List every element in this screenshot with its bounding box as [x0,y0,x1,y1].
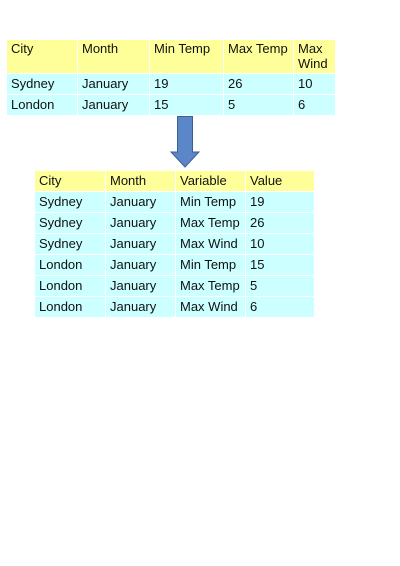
header-max-temp: Max Temp [224,40,293,73]
table-cell: January [106,192,175,212]
table-row: London January Max Wind 6 [35,297,314,317]
table-cell: Max Temp [176,276,245,296]
table-cell: London [7,95,77,115]
table-cell: 10 [294,74,335,94]
table-cell: January [106,297,175,317]
table-cell: January [106,234,175,254]
table-row: Sydney January Min Temp 19 [35,192,314,212]
table-cell: Sydney [35,234,105,254]
table-row: London January 15 5 6 [7,95,335,115]
long-format-table: City Month Variable Value Sydney January… [34,170,315,318]
table-cell: 6 [246,297,314,317]
down-arrow-icon [170,116,200,168]
table-cell: London [35,297,105,317]
table-cell: 19 [246,192,314,212]
header-month: Month [78,40,149,73]
table-row: Sydney January Max Temp 26 [35,213,314,233]
header-variable: Variable [176,171,245,191]
table-cell: January [106,213,175,233]
table-cell: Sydney [35,192,105,212]
header-city: City [7,40,77,73]
table-cell: 5 [246,276,314,296]
table-cell: 15 [246,255,314,275]
table-header-row: City Month Variable Value [35,171,314,191]
table-cell: Max Wind [176,234,245,254]
table-row: London January Max Temp 5 [35,276,314,296]
table-cell: 6 [294,95,335,115]
header-month: Month [106,171,175,191]
table-cell: Max Temp [176,213,245,233]
table-cell: London [35,276,105,296]
table-cell: London [35,255,105,275]
header-city: City [35,171,105,191]
table-cell: 5 [224,95,293,115]
table-row: Sydney January 19 26 10 [7,74,335,94]
table-row: London January Min Temp 15 [35,255,314,275]
table-cell: Max Wind [176,297,245,317]
table-cell: January [78,74,149,94]
table-cell: 15 [150,95,223,115]
table-cell: Min Temp [176,192,245,212]
table-cell: 10 [246,234,314,254]
table-cell: January [106,276,175,296]
table-header-row: City Month Min Temp Max Temp Max Wind [7,40,335,73]
header-value: Value [246,171,314,191]
header-min-temp: Min Temp [150,40,223,73]
table-cell: Sydney [7,74,77,94]
header-max-wind: Max Wind [294,40,335,73]
wide-format-table: City Month Min Temp Max Temp Max Wind Sy… [6,39,336,116]
table-cell: 19 [150,74,223,94]
table-cell: 26 [246,213,314,233]
table-cell: Sydney [35,213,105,233]
table-cell: January [106,255,175,275]
table-row: Sydney January Max Wind 10 [35,234,314,254]
table-cell: Min Temp [176,255,245,275]
table-cell: 26 [224,74,293,94]
table-cell: January [78,95,149,115]
